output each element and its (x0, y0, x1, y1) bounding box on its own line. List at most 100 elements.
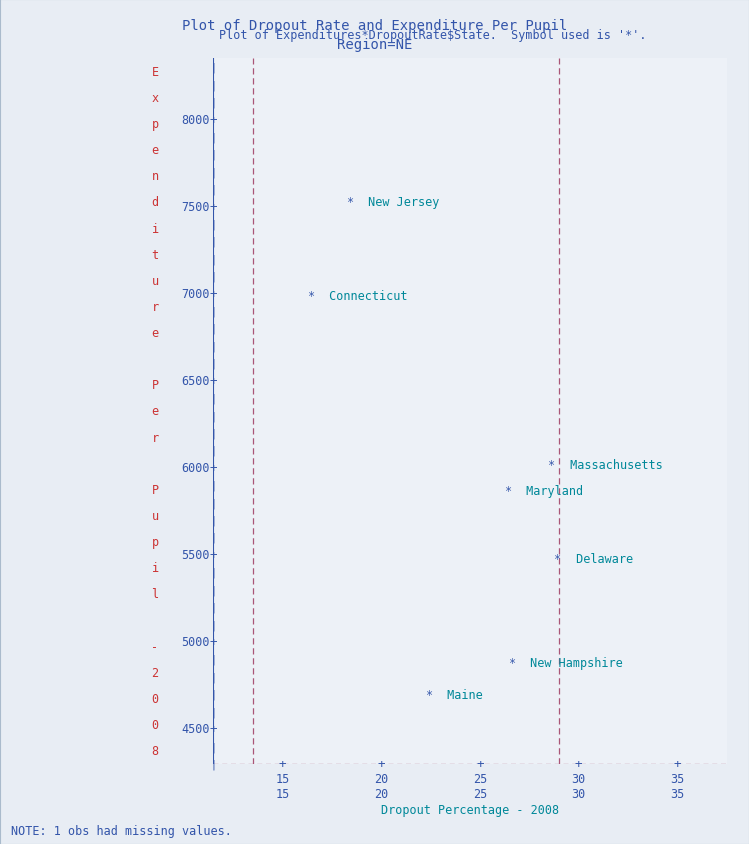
Text: 15: 15 (276, 772, 290, 786)
Text: 15: 15 (276, 787, 290, 800)
Text: P: P (151, 484, 159, 496)
Text: 8: 8 (151, 744, 159, 757)
Text: 20: 20 (374, 787, 388, 800)
Text: p: p (151, 535, 159, 549)
Text: +: + (210, 113, 217, 127)
Text: New Hampshire: New Hampshire (524, 657, 623, 669)
Text: n: n (151, 170, 159, 183)
Text: *: * (426, 688, 440, 701)
Text: e: e (151, 144, 159, 157)
Text: 25: 25 (473, 772, 487, 786)
Text: +: + (574, 757, 582, 771)
Text: +: + (210, 201, 217, 214)
Text: |: | (210, 184, 216, 195)
Text: 5500: 5500 (181, 549, 210, 561)
Text: 2: 2 (151, 666, 159, 679)
Text: 30: 30 (571, 772, 586, 786)
Text: 6500: 6500 (181, 375, 210, 387)
Text: 7500: 7500 (181, 201, 210, 214)
Text: |: | (210, 533, 216, 543)
Text: +: + (210, 636, 217, 648)
Text: Delaware: Delaware (568, 552, 633, 565)
Text: |: | (210, 689, 216, 700)
Text: |: | (210, 62, 216, 73)
Text: 20: 20 (374, 772, 388, 786)
Text: |: | (210, 236, 216, 247)
Text: |: | (210, 515, 216, 526)
Text: 6000: 6000 (181, 462, 210, 474)
Text: |: | (210, 341, 216, 351)
Text: Plot of Dropout Rate and Expenditure Per Pupil: Plot of Dropout Rate and Expenditure Per… (182, 19, 567, 33)
Text: |: | (210, 97, 216, 108)
Text: r: r (151, 431, 159, 444)
Text: |: | (210, 498, 216, 508)
Text: *: * (348, 195, 362, 208)
Text: +: + (673, 757, 681, 771)
Text: |: | (210, 393, 216, 403)
Text: 0: 0 (151, 692, 159, 705)
Text: +: + (377, 757, 385, 771)
Text: |: | (210, 619, 216, 630)
Text: |: | (210, 672, 216, 682)
Text: +: + (210, 462, 217, 474)
Text: Plot of Expenditures*DropoutRate$State.  Symbol used is '*'.: Plot of Expenditures*DropoutRate$State. … (219, 29, 646, 41)
Text: 8000: 8000 (181, 113, 210, 127)
Text: +: + (279, 757, 286, 771)
Text: 30: 30 (571, 787, 586, 800)
Text: *: * (548, 458, 562, 471)
Text: |: | (210, 759, 216, 769)
Text: +: + (476, 757, 484, 771)
Text: Maryland: Maryland (519, 484, 583, 497)
Text: Maine: Maine (440, 688, 483, 701)
Text: Connecticut: Connecticut (322, 289, 407, 302)
Text: u: u (151, 274, 159, 288)
Text: r: r (151, 300, 159, 313)
Text: +: + (210, 549, 217, 561)
Text: |: | (210, 585, 216, 595)
Text: Dropout Percentage - 2008: Dropout Percentage - 2008 (381, 803, 559, 815)
Text: +: + (210, 722, 217, 735)
Text: e: e (151, 327, 159, 339)
Text: |: | (210, 133, 216, 143)
Text: |: | (210, 654, 216, 665)
Text: New Jersey: New Jersey (362, 195, 440, 208)
Text: *: * (509, 657, 524, 669)
Text: |: | (210, 272, 216, 282)
Text: |: | (210, 149, 216, 160)
Text: l: l (151, 587, 159, 601)
Text: |: | (210, 410, 216, 421)
Text: |: | (210, 428, 216, 438)
Text: Region=NE: Region=NE (337, 38, 412, 52)
Text: P: P (151, 379, 159, 392)
Text: 4500: 4500 (181, 722, 210, 735)
Text: x: x (151, 92, 159, 105)
Text: |: | (210, 480, 216, 490)
Text: |: | (210, 167, 216, 177)
Text: |: | (210, 306, 216, 316)
Text: 5000: 5000 (181, 636, 210, 648)
Text: |: | (210, 219, 216, 230)
Text: *: * (554, 552, 568, 565)
Text: p: p (151, 118, 159, 131)
Text: 25: 25 (473, 787, 487, 800)
Text: |: | (210, 446, 216, 456)
Text: u: u (151, 510, 159, 522)
Text: 35: 35 (670, 772, 685, 786)
Text: |: | (210, 323, 216, 334)
Text: E: E (151, 66, 159, 78)
Text: |: | (210, 706, 216, 717)
Text: e: e (151, 405, 159, 418)
Text: |: | (210, 80, 216, 90)
Text: *: * (308, 289, 322, 302)
Text: |: | (210, 741, 216, 752)
Text: 7000: 7000 (181, 288, 210, 300)
Text: i: i (151, 561, 159, 575)
Text: d: d (151, 196, 159, 209)
Text: +: + (210, 288, 217, 300)
Text: Massachusetts: Massachusetts (562, 458, 663, 471)
Text: -: - (151, 640, 159, 653)
Text: *: * (505, 484, 519, 497)
Text: t: t (151, 248, 159, 262)
Text: NOTE: 1 obs had missing values.: NOTE: 1 obs had missing values. (11, 825, 232, 837)
Text: |: | (210, 567, 216, 577)
